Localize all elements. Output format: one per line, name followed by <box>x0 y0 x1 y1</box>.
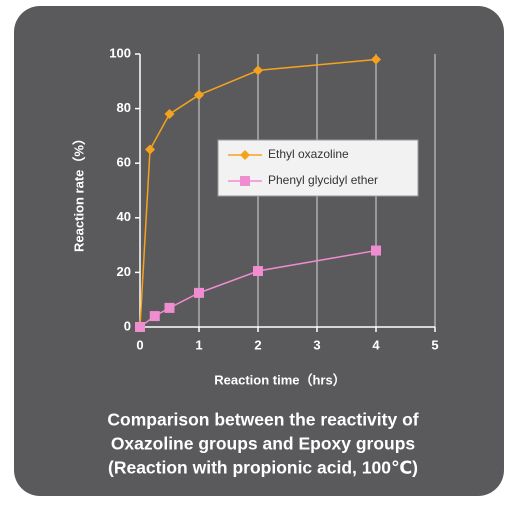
x-tick-label: 3 <box>313 337 320 352</box>
series-line <box>139 58 377 328</box>
y-tick-label: 40 <box>117 209 131 224</box>
x-tick-label: 4 <box>372 337 380 352</box>
x-axis-label: Reaction time（hrs） <box>214 372 345 387</box>
data-point <box>253 65 263 76</box>
x-tick-label: 2 <box>254 337 261 352</box>
data-point <box>164 109 175 120</box>
chart-title: Comparison between the reactivity of <box>107 410 418 430</box>
y-tick-label: 0 <box>124 318 131 333</box>
data-point <box>371 245 381 256</box>
legend-marker <box>240 176 250 186</box>
data-point <box>149 311 160 322</box>
y-axis-label: Reaction rate（%） <box>71 132 86 252</box>
legend-marker <box>240 150 250 160</box>
data-point <box>194 89 204 100</box>
y-tick-label: 80 <box>117 100 131 115</box>
legend-label: Phenyl glycidyl ether <box>268 173 378 187</box>
data-point <box>164 302 175 313</box>
chart-title: Oxazoline groups and Epoxy groups <box>111 434 416 454</box>
y-tick-label: 100 <box>109 45 131 60</box>
data-point <box>253 266 263 277</box>
data-point <box>371 54 381 65</box>
chart-title: (Reaction with propionic acid, 100℃) <box>108 458 418 478</box>
data-point <box>194 287 204 298</box>
y-tick-label: 20 <box>117 264 131 279</box>
x-tick-label: 5 <box>431 337 438 352</box>
x-tick-label: 1 <box>195 337 202 352</box>
panel <box>14 6 504 496</box>
y-tick-label: 60 <box>117 155 131 170</box>
legend-label: Ethyl oxazoline <box>268 147 349 161</box>
legend-box <box>217 139 419 197</box>
data-point <box>135 322 145 332</box>
data-point <box>145 144 156 155</box>
x-tick-label: 0 <box>136 337 143 352</box>
